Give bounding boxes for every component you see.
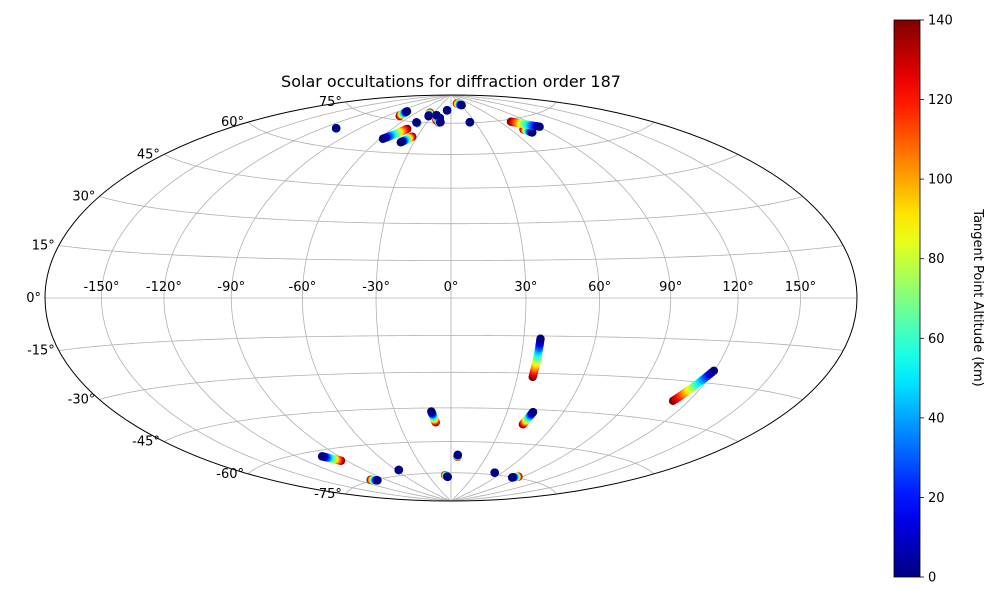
occultation-point: [536, 334, 545, 343]
lon-tick-label: -30°: [362, 280, 390, 295]
occultation-points: [317, 99, 719, 485]
occultation-point: [424, 112, 433, 121]
parallel-line: [345, 472, 557, 495]
lon-tick-label: -120°: [146, 280, 182, 295]
colorbar-tick-label: 40: [928, 411, 945, 426]
lat-tick-label: -60°: [216, 467, 244, 482]
occultation-point: [457, 101, 466, 110]
lat-tick-label: 75°: [319, 95, 342, 110]
occultation-point: [443, 472, 452, 482]
parallel-line: [58, 335, 844, 351]
lat-tick-label: 0°: [26, 291, 41, 306]
colorbar-tick-label: 60: [928, 332, 945, 347]
occultation-point: [427, 407, 436, 416]
occultation-point: [317, 452, 327, 461]
lat-tick-label: -30°: [68, 393, 96, 408]
colorbar-tick-label: 20: [928, 491, 945, 506]
lat-tick-label: 15°: [32, 239, 55, 254]
occultation-point: [412, 118, 421, 127]
lat-tick-label: 30°: [72, 190, 95, 205]
occultation-point: [528, 407, 538, 417]
lat-tick-label: 45°: [137, 148, 160, 163]
occultation-point: [490, 468, 499, 477]
occultation-point: [394, 465, 403, 475]
lon-tick-label: 90°: [659, 280, 682, 295]
colorbar-ticks: 0 20 40 60 80 100 120 140: [920, 14, 953, 586]
lon-tick-label: 60°: [588, 280, 611, 295]
parallel-line: [247, 441, 655, 475]
occultation-point: [535, 122, 544, 131]
lon-tick-label: 0°: [444, 280, 459, 295]
occultation-point: [396, 138, 405, 147]
occultation-point: [331, 124, 341, 133]
colorbar-tick-label: 140: [928, 14, 953, 29]
chart-title: Solar occultations for diffraction order…: [281, 72, 621, 91]
graticule: [45, 95, 857, 501]
lon-tick-label: -90°: [217, 280, 245, 295]
occultation-point: [507, 473, 517, 482]
colorbar-gradient: [893, 19, 921, 578]
colorbar-tick-label: 80: [928, 252, 945, 267]
lat-tick-label: -75°: [314, 487, 342, 502]
lon-tick-label: 30°: [514, 280, 537, 295]
parallel-line: [99, 196, 803, 225]
longitude-tick-labels: -150° -120° -90° -60° -30° 0° 30° 60° 90° 120° 150…: [83, 280, 816, 295]
parallel-line: [345, 101, 557, 124]
lat-tick-label: 60°: [221, 115, 244, 130]
occultation-point: [465, 118, 475, 127]
occultation-point: [432, 111, 441, 120]
occultation-point: [402, 107, 412, 116]
parallel-line: [163, 154, 739, 189]
parallel-line: [163, 407, 739, 442]
occultation-point: [442, 106, 452, 115]
lon-tick-label: 150°: [785, 280, 816, 295]
occultation-point: [709, 366, 719, 375]
map-boundary: [44, 94, 858, 502]
latitude-tick-labels: 75° 60° 45° 30° 15° 0° -15° -30° -45° -60° -75°: [26, 95, 342, 502]
lat-tick-label: -15°: [27, 344, 55, 359]
lat-tick-label: -45°: [132, 435, 160, 450]
parallel-line: [58, 245, 844, 261]
colorbar-label: Tangent Point Altitude (km): [970, 208, 985, 386]
occultation-point: [436, 117, 445, 127]
occultation-point: [378, 134, 388, 143]
parallel-line: [247, 121, 655, 155]
colorbar-tick-label: 100: [928, 173, 953, 188]
occultation-point: [528, 128, 537, 137]
lon-tick-label: -60°: [289, 280, 317, 295]
occultation-point: [373, 476, 382, 485]
lon-tick-label: 120°: [722, 280, 753, 295]
occultation-point: [453, 450, 462, 459]
colorbar-tick-label: 0: [928, 571, 936, 586]
lon-tick-label: -150°: [83, 280, 119, 295]
colorbar-tick-label: 120: [928, 93, 953, 108]
colorbar: 0 20 40 60 80 100 120 140 Tangent Point Altitud…: [893, 14, 985, 586]
